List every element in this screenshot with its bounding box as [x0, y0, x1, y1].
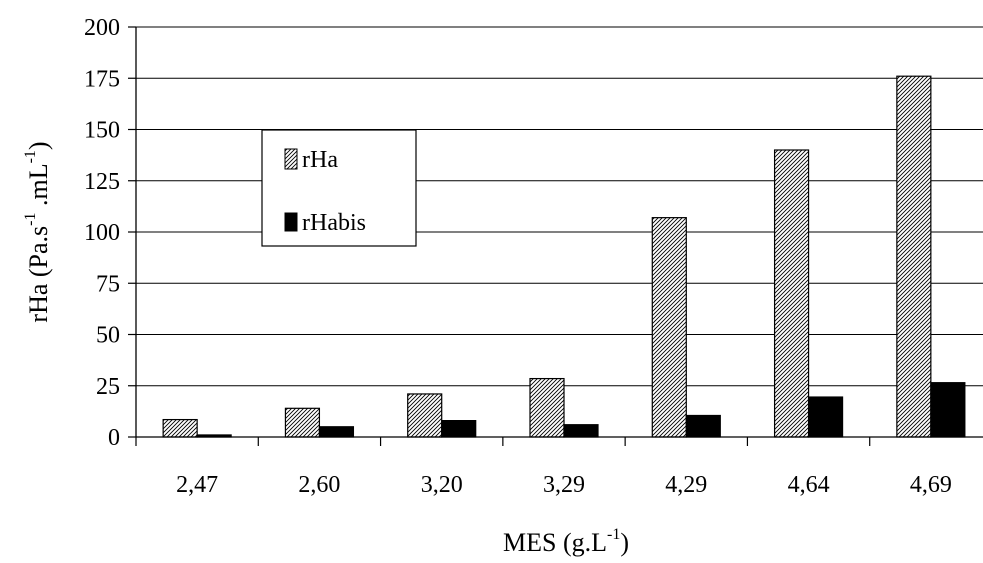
bar-rHa-4,69: [896, 75, 932, 438]
x-tick-label: 2,47: [176, 472, 218, 498]
legend-label-rHabis: rHabis: [302, 210, 366, 236]
y-axis-title: rHa (Pa.s-1 .mL-1): [22, 141, 53, 322]
bar-rHa-2,60: [284, 407, 321, 438]
y-tick-label: 25: [96, 374, 120, 400]
bar-rHabis-4,29: [685, 414, 721, 438]
y-tick-labels: 0 25 50 75 100 125 150 175 200: [84, 15, 136, 451]
bar-rHa-4,64: [773, 149, 810, 438]
bar-rHa-3,29: [529, 377, 565, 438]
legend-label-rHa: rHa: [302, 147, 338, 173]
x-axis-title: MES (g.L-1): [503, 526, 629, 557]
x-tick-labels: 2,47 2,60 3,20 3,29 4,29 4,64 4,69: [135, 437, 952, 498]
y-tick-label: 50: [96, 323, 120, 349]
y-tick-label: 0: [108, 425, 120, 451]
bar-rHabis-3,20: [441, 420, 477, 438]
bar-rHabis-4,64: [807, 396, 844, 438]
legend-swatch-rHa: [284, 148, 298, 170]
x-tick-label: 4,64: [788, 472, 830, 498]
legend: rHa rHabis: [261, 129, 417, 247]
y-tick-label: 175: [84, 66, 120, 92]
bar-rHa-4,29: [651, 217, 687, 438]
x-tick-label: 4,29: [665, 472, 707, 498]
x-tick-label: 3,20: [421, 472, 463, 498]
y-tick-label: 125: [84, 169, 120, 195]
legend-swatch-rHabis: [284, 212, 298, 232]
x-tick-label: 2,60: [298, 472, 340, 498]
x-tick-label: 3,29: [543, 472, 585, 498]
bar-rHa-2,47: [162, 418, 198, 438]
x-tick-label: 4,69: [910, 472, 952, 498]
y-tick-label: 75: [96, 271, 120, 297]
y-tick-label: 200: [84, 15, 120, 41]
bar-rHabis-2,60: [318, 426, 355, 438]
bar-rHabis-4,69: [930, 382, 966, 438]
y-tick-label: 150: [84, 118, 120, 144]
y-tick-label: 100: [84, 220, 120, 246]
bar-rHa-3,20: [407, 393, 443, 438]
bar-rHabis-3,29: [563, 424, 599, 438]
